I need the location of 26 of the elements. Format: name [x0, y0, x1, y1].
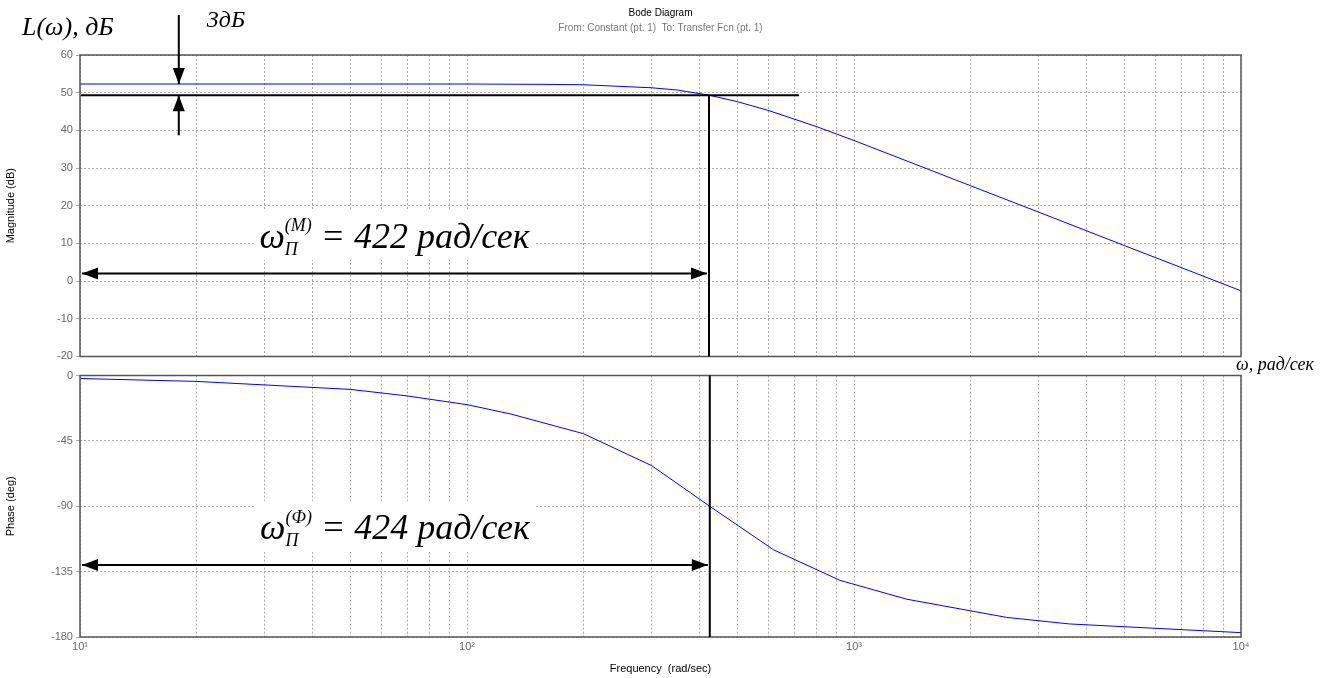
y-tick-label: -10	[57, 311, 73, 324]
y-tick-label: 0	[66, 368, 73, 381]
annotation: 3дБ	[205, 6, 246, 32]
y-tick-label: 50	[60, 85, 73, 98]
x-axis-title: Frequency (rad/sec)	[609, 662, 712, 675]
y-tick-label: 40	[60, 123, 73, 136]
y-tick-label: -45	[57, 433, 73, 446]
x-tick-label: 10⁴	[1232, 639, 1250, 652]
y-tick-label: 0	[66, 274, 73, 287]
y-tick-label: -180	[50, 630, 73, 643]
y-tick-label: 30	[60, 161, 73, 174]
text: L(ω), дБ	[22, 12, 114, 42]
x-tick-label: 10³	[846, 639, 863, 652]
y-tick-label: -135	[50, 564, 73, 577]
y-tick-label: -90	[57, 499, 73, 512]
chart-subtitle: From: Constant (pt. 1) To: Transfer Fcn (pt. 1)	[558, 22, 763, 33]
x-tick-label: 10¹	[72, 639, 89, 652]
y-tick-label: 60	[60, 48, 73, 61]
x-tick-label: 10²	[459, 639, 476, 652]
chart-title: Bode Diagram	[628, 7, 693, 18]
y-axis-title: Phase (deg)	[3, 476, 16, 537]
y-tick-label: 10	[60, 236, 73, 249]
y-tick-label: -20	[57, 349, 73, 362]
annotation: ω, рад/сек	[1236, 354, 1314, 375]
y-tick-label: 20	[60, 198, 73, 211]
y-axis-title: Magnitude (dB)	[3, 168, 16, 244]
